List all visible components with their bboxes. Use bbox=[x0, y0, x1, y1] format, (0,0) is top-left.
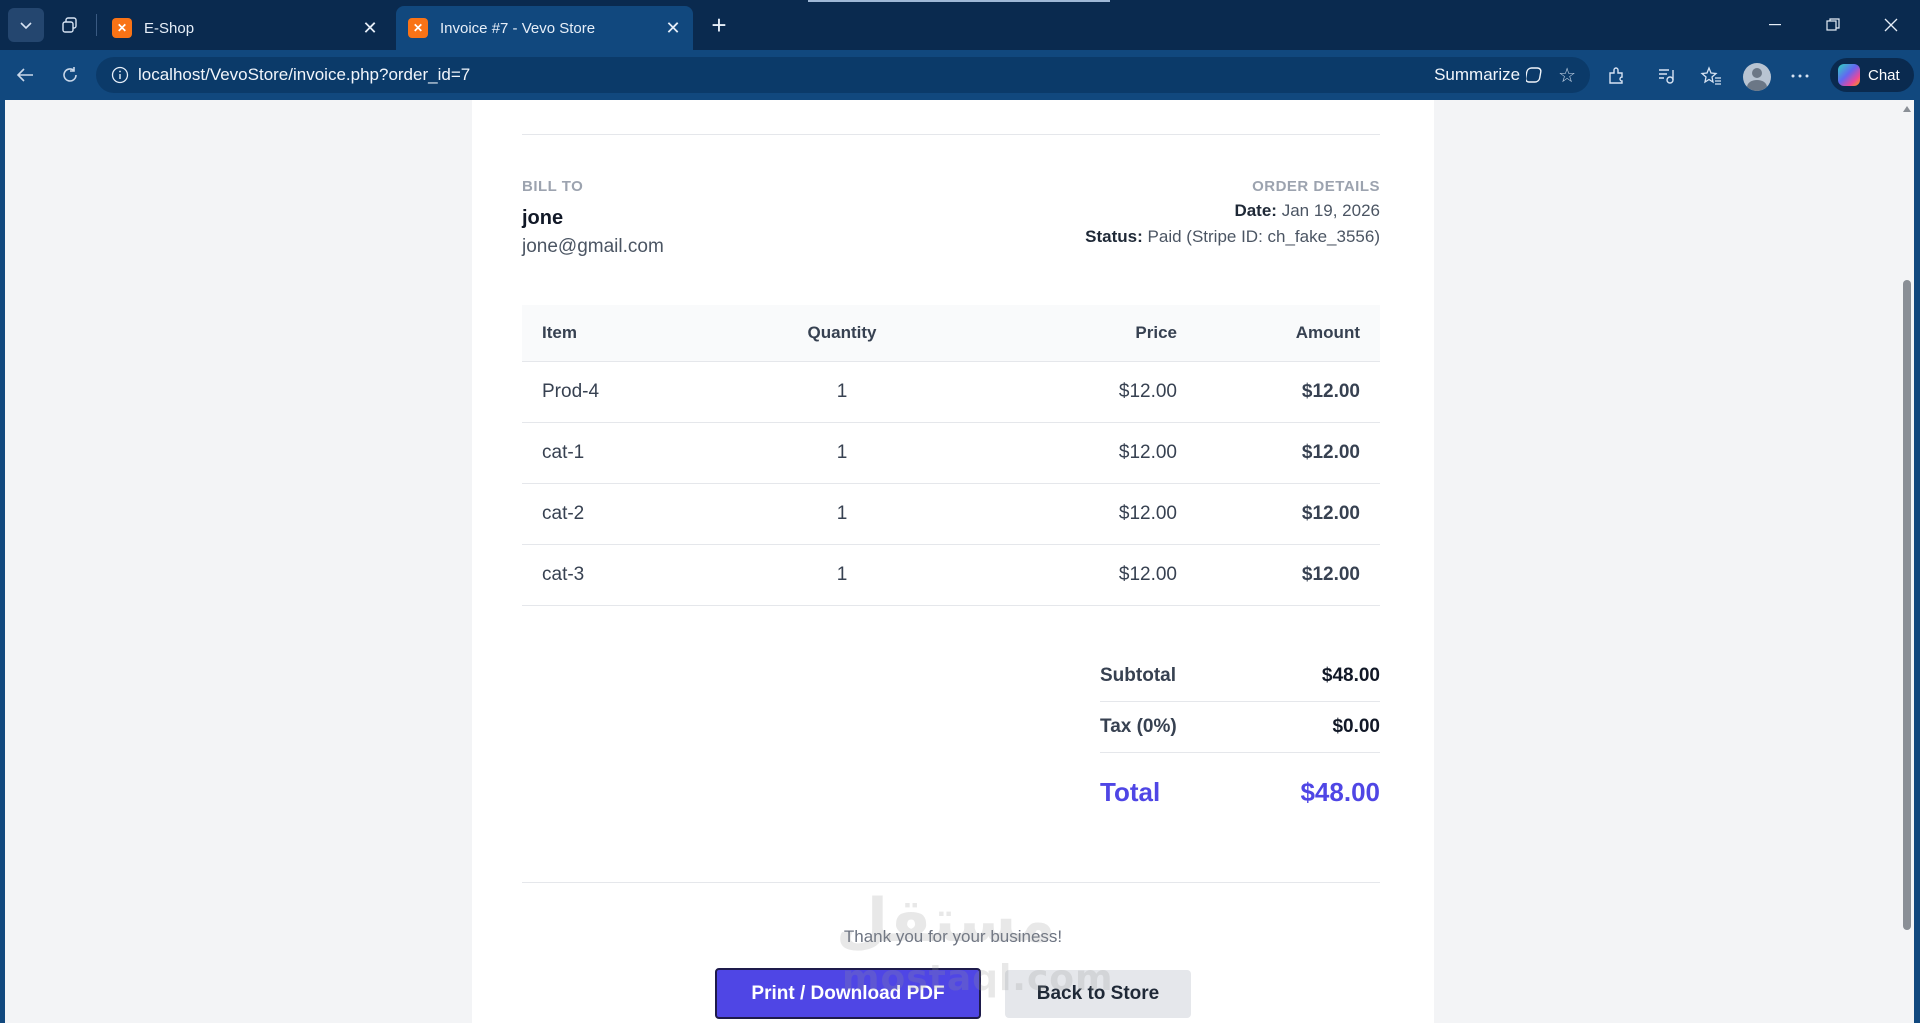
order-details-label: ORDER DETAILS bbox=[1252, 178, 1380, 195]
window-drag-strip bbox=[808, 0, 1110, 2]
xampp-favicon-icon: ✕ bbox=[112, 18, 132, 38]
page-viewport: BILL TO jone jone@gmail.com ORDER DETAIL… bbox=[5, 100, 1900, 1023]
order-status: Status: Paid (Stripe ID: ch_fake_3556) bbox=[1085, 227, 1380, 247]
item-amount: $12.00 bbox=[1177, 482, 1380, 544]
date-value: Jan 19, 2026 bbox=[1281, 201, 1380, 220]
column-header-item: Item bbox=[522, 305, 712, 361]
item-amount: $12.00 bbox=[1177, 543, 1380, 606]
tab-invoice[interactable]: ✕ Invoice #7 - Vevo Store ✕ bbox=[396, 6, 693, 50]
divider bbox=[522, 882, 1380, 883]
tax-label: Tax (0%) bbox=[1100, 716, 1177, 737]
item-quantity: 1 bbox=[712, 543, 972, 606]
chat-label: Chat bbox=[1868, 66, 1900, 84]
item-name: cat-2 bbox=[522, 482, 712, 544]
address-bar: localhost/VevoStore/invoice.php?order_id… bbox=[0, 50, 1920, 100]
summarize-button[interactable]: Summarize bbox=[1434, 65, 1546, 85]
window-frame-left bbox=[0, 100, 5, 1023]
subtotal-row: Subtotal $48.00 bbox=[1100, 651, 1380, 702]
bill-to-section: BILL TO jone jone@gmail.com bbox=[522, 178, 664, 258]
divider bbox=[522, 134, 1380, 135]
window-close-icon[interactable] bbox=[1862, 0, 1920, 50]
total-value: $48.00 bbox=[1300, 776, 1380, 807]
tax-row: Tax (0%) $0.00 bbox=[1100, 702, 1380, 753]
customer-email: jone@gmail.com bbox=[522, 236, 664, 257]
item-quantity: 1 bbox=[712, 482, 972, 544]
more-options-icon[interactable] bbox=[1786, 62, 1814, 90]
refresh-icon[interactable] bbox=[55, 62, 85, 88]
invoice-card: BILL TO jone jone@gmail.com ORDER DETAIL… bbox=[472, 100, 1434, 1023]
date-label: Date: bbox=[1234, 201, 1277, 220]
invoice-items-table: Item Quantity Price Amount Prod-4 1 $12.… bbox=[522, 305, 1380, 606]
subtotal-label: Subtotal bbox=[1100, 665, 1176, 686]
copilot-icon bbox=[1838, 64, 1860, 86]
copilot-chat-button[interactable]: Chat bbox=[1830, 58, 1914, 92]
table-header-row: Item Quantity Price Amount bbox=[522, 305, 1380, 361]
customer-name: jone bbox=[522, 207, 564, 229]
thank-you-message: Thank you for your business! bbox=[843, 927, 1063, 946]
new-tab-plus-icon[interactable]: + bbox=[711, 9, 727, 40]
tab-separator bbox=[96, 14, 97, 36]
minimize-icon[interactable] bbox=[1746, 0, 1804, 50]
table-row: Prod-4 1 $12.00 $12.00 bbox=[522, 360, 1380, 422]
extensions-icon[interactable] bbox=[1602, 62, 1630, 90]
watermark-arabic: مستقل bbox=[836, 886, 1056, 956]
subtotal-value: $48.00 bbox=[1321, 665, 1380, 686]
favorite-star-icon[interactable]: ☆ bbox=[1558, 64, 1576, 87]
item-price: $12.00 bbox=[972, 421, 1177, 483]
media-icon[interactable] bbox=[1652, 62, 1680, 90]
column-header-quantity: Quantity bbox=[712, 305, 972, 361]
status-label: Status: bbox=[1085, 227, 1143, 246]
back-arrow-icon[interactable] bbox=[10, 62, 40, 88]
table-row: cat-1 1 $12.00 $12.00 bbox=[522, 421, 1380, 483]
status-value: Paid (Stripe ID: ch_fake_3556) bbox=[1147, 227, 1380, 246]
watermark-latin: mostaql.com bbox=[842, 958, 1114, 999]
total-label: Total bbox=[1100, 776, 1161, 807]
workspaces-icon[interactable] bbox=[52, 8, 88, 42]
column-header-price: Price bbox=[972, 305, 1177, 361]
scroll-up-arrow-icon[interactable] bbox=[1903, 106, 1911, 112]
tab-close-icon[interactable]: ✕ bbox=[362, 17, 378, 38]
bill-to-label: BILL TO bbox=[522, 178, 584, 195]
tab-eshop[interactable]: ✕ E-Shop ✕ bbox=[100, 6, 390, 50]
totals-section: Subtotal $48.00 Tax (0%) $0.00 Total $48… bbox=[1100, 651, 1380, 831]
print-download-pdf-button[interactable]: Print / Download PDF bbox=[715, 968, 981, 1019]
xampp-favicon-icon: ✕ bbox=[408, 18, 428, 38]
url-text[interactable]: localhost/VevoStore/invoice.php?order_id… bbox=[138, 65, 471, 84]
tab-close-icon[interactable]: ✕ bbox=[665, 17, 681, 38]
tax-value: $0.00 bbox=[1332, 716, 1380, 737]
item-price: $12.00 bbox=[972, 482, 1177, 544]
page-scrollbar[interactable] bbox=[1900, 100, 1914, 1023]
profile-avatar[interactable] bbox=[1743, 63, 1771, 91]
item-name: cat-3 bbox=[522, 543, 712, 606]
item-name: cat-1 bbox=[522, 421, 712, 483]
restore-icon[interactable] bbox=[1804, 0, 1862, 50]
item-price: $12.00 bbox=[972, 360, 1177, 422]
item-amount: $12.00 bbox=[1177, 360, 1380, 422]
item-quantity: 1 bbox=[712, 421, 972, 483]
site-info-icon[interactable] bbox=[102, 66, 138, 84]
order-details-section: ORDER DETAILS Date: Jan 19, 2026 Status:… bbox=[1085, 178, 1380, 247]
item-price: $12.00 bbox=[972, 543, 1177, 606]
favorites-icon[interactable] bbox=[1697, 62, 1725, 90]
item-amount: $12.00 bbox=[1177, 421, 1380, 483]
table-row: cat-3 1 $12.00 $12.00 bbox=[522, 543, 1380, 606]
back-to-store-button[interactable]: Back to Store bbox=[1005, 970, 1191, 1018]
item-quantity: 1 bbox=[712, 360, 972, 422]
window-frame-right bbox=[1914, 100, 1920, 1023]
action-buttons: Print / Download PDF Back to Store bbox=[472, 968, 1434, 1019]
tab-label: Invoice #7 - Vevo Store bbox=[440, 19, 596, 37]
column-header-amount: Amount bbox=[1177, 305, 1380, 361]
copilot-summarize-icon bbox=[1526, 67, 1542, 83]
tab-actions-chevron-icon[interactable] bbox=[8, 8, 44, 42]
tab-label: E-Shop bbox=[144, 19, 195, 37]
scroll-thumb[interactable] bbox=[1903, 280, 1911, 930]
order-date: Date: Jan 19, 2026 bbox=[1085, 201, 1380, 221]
browser-tab-bar: ✕ E-Shop ✕ ✕ Invoice #7 - Vevo Store ✕ + bbox=[0, 0, 1920, 50]
summarize-label: Summarize bbox=[1434, 65, 1521, 84]
table-row: cat-2 1 $12.00 $12.00 bbox=[522, 482, 1380, 544]
url-field[interactable]: localhost/VevoStore/invoice.php?order_id… bbox=[96, 57, 1590, 93]
item-name: Prod-4 bbox=[522, 360, 712, 422]
total-row: Total $48.00 bbox=[1100, 753, 1380, 831]
